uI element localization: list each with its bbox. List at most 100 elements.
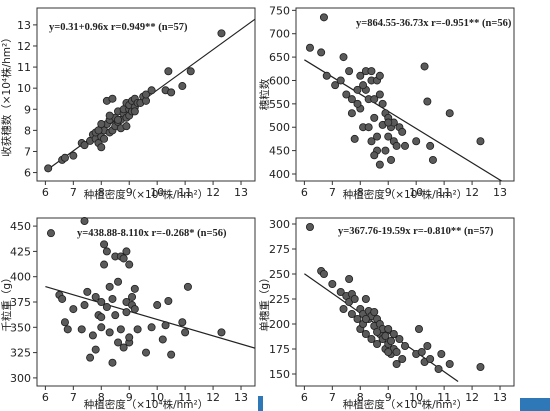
data-point	[147, 86, 156, 95]
data-point	[361, 294, 370, 303]
data-point	[392, 359, 401, 368]
data-point	[387, 155, 396, 164]
x-tick-label: 7	[70, 186, 77, 199]
y-tick-label: 425	[10, 245, 31, 258]
y-tick-label: 375	[10, 296, 31, 309]
x-axis-title: 种植密度（×10⁴株/hm²）	[84, 398, 209, 411]
data-point	[350, 134, 359, 143]
x-tick-label: 11	[437, 186, 451, 199]
y-tick-label: 450	[10, 220, 31, 233]
data-point	[375, 160, 384, 169]
data-point	[373, 132, 382, 141]
scatter-panel-2: 6 7 8 9 10 11 12 13 400 450 500 550 600 650 700 750 y=86…	[258, 4, 515, 201]
data-point	[353, 99, 362, 108]
data-point	[105, 111, 114, 120]
data-point	[414, 324, 423, 333]
data-point	[322, 71, 331, 80]
data-point	[119, 343, 128, 352]
data-point	[60, 318, 69, 327]
data-point	[114, 338, 123, 347]
data-point	[100, 260, 109, 269]
data-point	[130, 284, 139, 293]
data-point	[125, 333, 134, 342]
data-point	[80, 141, 89, 150]
x-tick-label: 11	[437, 391, 451, 404]
y-tick-label: 200	[269, 318, 290, 331]
y-tick-label: 300	[269, 218, 290, 231]
data-point	[400, 341, 409, 350]
x-tick-label: 12	[465, 391, 479, 404]
data-point	[445, 109, 454, 118]
data-point	[339, 304, 348, 313]
data-point	[398, 354, 407, 363]
data-point	[339, 53, 348, 62]
y-tick-label: 150	[269, 368, 290, 381]
x-tick-label: 6	[42, 186, 49, 199]
y-tick-label: 350	[10, 321, 31, 334]
data-point	[389, 329, 398, 338]
data-point	[147, 323, 156, 332]
data-point	[100, 134, 109, 143]
x-tick-label: 11	[178, 186, 192, 199]
x-tick-label: 13	[493, 391, 507, 404]
data-point	[384, 132, 393, 141]
data-point	[381, 146, 390, 155]
x-tick-label: 12	[206, 391, 220, 404]
y-tick-label: 650	[269, 51, 290, 64]
data-point	[345, 274, 354, 283]
data-point	[347, 309, 356, 318]
data-point	[158, 335, 167, 344]
data-point	[122, 247, 131, 256]
x-tick-label: 7	[329, 186, 336, 199]
regression-equation: y=864.55-36.73x r=-0.951** (n=56)	[356, 18, 512, 29]
regression-equation: y=0.31+0.96x r=0.949** (n=57)	[49, 22, 188, 33]
scatter-panel-3: 6 7 8 9 10 11 12 13 300 325 350 375 400 425 450 y=438.8…	[0, 217, 256, 411]
plot-frame	[36, 7, 256, 182]
y-tick-label: 750	[269, 4, 290, 17]
data-point	[361, 329, 370, 338]
y-tick-label: 225	[269, 293, 290, 306]
data-point	[167, 88, 176, 97]
data-point	[97, 313, 106, 322]
y-axis-title: 穗粒数	[258, 78, 271, 110]
data-point	[359, 81, 368, 90]
data-point	[105, 282, 114, 291]
data-point	[186, 67, 195, 76]
data-point	[328, 279, 337, 288]
data-point	[164, 67, 173, 76]
data-point	[128, 292, 137, 301]
data-point	[428, 155, 437, 164]
data-point	[361, 314, 370, 323]
data-point	[445, 359, 454, 368]
data-point	[217, 328, 226, 337]
x-tick-label: 12	[465, 186, 479, 199]
data-point	[305, 222, 314, 231]
data-point	[370, 307, 379, 316]
data-point	[133, 325, 142, 334]
data-point	[60, 153, 69, 162]
data-point	[370, 95, 379, 104]
data-point	[381, 331, 390, 340]
data-point	[130, 107, 139, 116]
y-tick-label: 450	[269, 145, 290, 158]
x-tick-label: 8	[357, 186, 364, 199]
x-axis-title: 种植密度（×10⁴株/hm²）	[343, 188, 468, 201]
plot-frame	[295, 7, 515, 182]
regression-line	[45, 286, 255, 349]
y-tick-label: 12	[17, 40, 31, 53]
y-tick-label: 300	[10, 372, 31, 385]
data-point	[181, 328, 190, 337]
data-point	[378, 99, 387, 108]
data-point	[331, 81, 340, 90]
data-point	[395, 334, 404, 343]
data-point	[384, 324, 393, 333]
x-tick-label: 10	[409, 186, 423, 199]
data-point	[423, 97, 432, 106]
data-point	[44, 164, 53, 173]
x-tick-label: 6	[301, 186, 308, 199]
accent-bar-left	[258, 396, 263, 411]
regression-equation: y=367.76-19.59x r=-0.810** (n=57)	[338, 226, 494, 237]
y-tick-label: 275	[269, 243, 290, 256]
